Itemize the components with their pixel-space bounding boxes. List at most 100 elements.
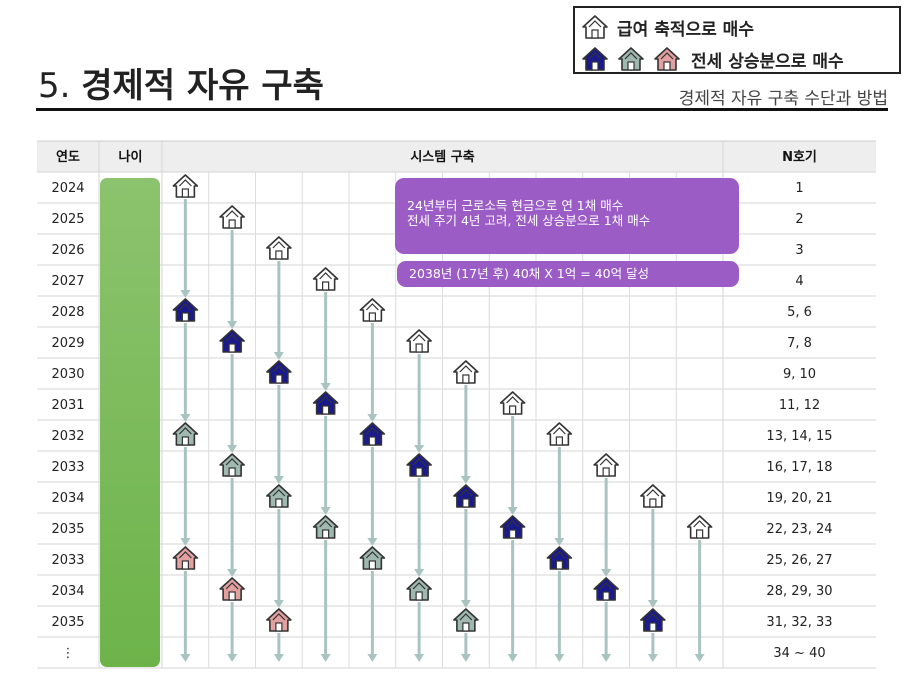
count-cell: 25, 26, 27: [766, 553, 832, 568]
house-pink-icon: [172, 546, 199, 570]
house-shape: [582, 15, 608, 39]
house-salary-icon: [686, 515, 713, 539]
house-blue-icon: [640, 608, 666, 632]
legend-row-jeonse: 전세 상승분으로 매수: [581, 46, 844, 72]
callout-plan: 24년부터 근로소득 현금으로 연 1채 매수 전세 주기 4년 고려, 전세 …: [395, 178, 739, 254]
house-salary-icon: [406, 329, 432, 353]
house-door: [368, 312, 376, 322]
house-inner-roof: [365, 303, 379, 311]
house-door: [591, 61, 599, 71]
house-inner-roof: [459, 613, 473, 621]
house-inner-roof: [225, 334, 239, 342]
house-door: [591, 29, 599, 39]
house-door: [275, 622, 283, 632]
house-inner-roof: [624, 52, 638, 60]
legend: 급여 축적으로 매수 전세 상승분으로 매수: [573, 6, 901, 74]
house-salary-icon: [640, 484, 666, 508]
house-salary-icon: [219, 205, 245, 229]
arrow-head: [460, 476, 471, 484]
arrow-head: [460, 654, 471, 662]
arrow-head: [601, 569, 612, 577]
house-blue-icon: [359, 422, 386, 446]
house-inner-roof: [319, 520, 333, 528]
house-inner-roof: [365, 427, 379, 435]
house-inner-roof: [225, 210, 239, 218]
year-cell: 2030: [51, 367, 84, 382]
arrow-head: [647, 600, 658, 608]
house-inner-roof: [178, 427, 192, 435]
arrow-head: [647, 654, 658, 662]
year-cell: 2033: [51, 460, 84, 475]
arrow-head: [414, 569, 425, 577]
arrow-head: [227, 569, 238, 577]
house-door: [275, 374, 283, 384]
arrow-head: [367, 538, 378, 546]
house-blue-icon: [582, 47, 608, 71]
header-age: 나이: [119, 149, 143, 165]
arrow-head: [601, 654, 612, 662]
page-title: 5. 경제적 자유 구축: [38, 58, 324, 107]
house-inner-roof: [552, 551, 566, 559]
house-inner-roof: [588, 52, 602, 60]
arrow-head: [367, 654, 378, 662]
house-blue-icon: [499, 515, 526, 539]
year-cell: 2032: [51, 429, 84, 444]
house-shape: [618, 47, 644, 71]
house-inner-roof: [272, 365, 286, 373]
arrow-head: [180, 538, 191, 546]
year-cell: 2033: [51, 553, 84, 568]
house-blue-icon: [266, 360, 292, 384]
house-salary-icon: [546, 422, 573, 446]
title-underline: [36, 108, 888, 111]
house-inner-roof: [599, 458, 613, 466]
house-door: [181, 312, 189, 322]
house-gray-icon: [406, 577, 432, 601]
house-door: [181, 188, 189, 198]
callout-goal-text: 2038년 (17년 후) 40채 X 1억 = 40억 달성: [409, 266, 650, 281]
house-door: [509, 405, 517, 415]
count-cell: 34 ~ 40: [773, 646, 825, 661]
age-bar: [100, 178, 160, 667]
house-blue-icon: [406, 453, 432, 477]
callout-goal: 2038년 (17년 후) 40채 X 1억 = 40억 달성: [397, 261, 739, 287]
house-door: [322, 529, 330, 539]
house-door: [368, 560, 376, 570]
house-door: [228, 343, 236, 353]
house-salary-icon: [266, 236, 292, 260]
count-cell: 22, 23, 24: [766, 522, 832, 537]
year-cell: 2026: [51, 243, 84, 258]
house-door: [275, 498, 283, 508]
house-inner-roof: [365, 551, 379, 559]
header-count: N호기: [782, 150, 817, 165]
arrow-head: [507, 654, 518, 662]
house-salary-icon: [453, 360, 479, 384]
house-salary-icon: [359, 298, 386, 322]
year-cell: 2031: [51, 398, 84, 413]
arrow-head: [554, 654, 565, 662]
house-blue-icon: [453, 484, 479, 508]
house-inner-roof: [178, 179, 192, 187]
year-cell: 2034: [51, 584, 84, 599]
count-cell: 28, 29, 30: [766, 584, 832, 599]
house-inner-roof: [225, 582, 239, 590]
house-door: [322, 281, 330, 291]
header-system: 시스템 구축: [410, 149, 474, 165]
house-door: [555, 560, 563, 570]
house-inner-roof: [272, 489, 286, 497]
arrow-head: [320, 507, 331, 515]
house-inner-roof: [272, 613, 286, 621]
house-inner-roof: [225, 458, 239, 466]
count-cell: 11, 12: [779, 398, 820, 413]
year-cell: 2035: [51, 615, 84, 630]
house-door: [368, 436, 376, 446]
arrow-head: [554, 538, 565, 546]
house-door: [627, 61, 635, 71]
house-gray-icon: [172, 422, 199, 446]
house-inner-roof: [412, 582, 426, 590]
house-door: [649, 498, 657, 508]
house-door: [462, 374, 470, 384]
arrow-head: [227, 321, 238, 329]
house-door: [649, 622, 657, 632]
house-salary-icon: [312, 267, 339, 291]
